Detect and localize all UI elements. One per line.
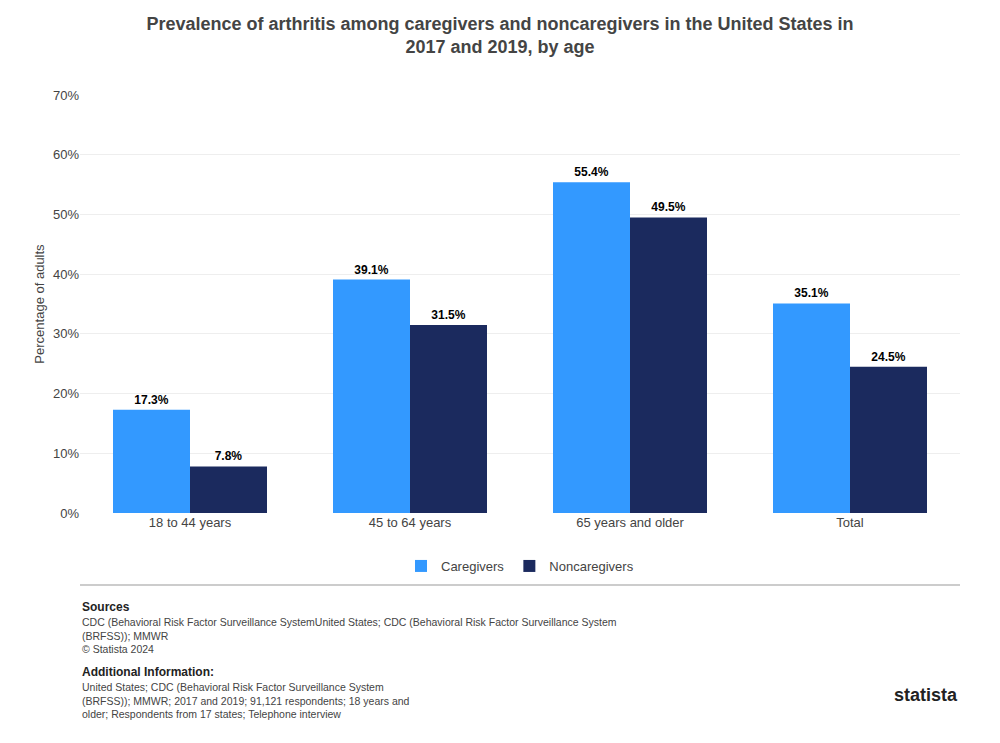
svg-text:50%: 50% <box>53 207 79 222</box>
svg-text:7.8%: 7.8% <box>215 449 243 463</box>
svg-text:39.1%: 39.1% <box>354 263 388 277</box>
svg-text:Sources: Sources <box>82 600 130 614</box>
svg-text:30%: 30% <box>53 326 79 341</box>
svg-text:Total: Total <box>836 515 864 530</box>
svg-text:Caregivers: Caregivers <box>441 559 504 574</box>
svg-text:35.1%: 35.1% <box>794 286 828 300</box>
svg-text:statista: statista <box>894 685 958 705</box>
svg-text:20%: 20% <box>53 386 79 401</box>
svg-text:17.3%: 17.3% <box>134 393 168 407</box>
svg-text:45 to 64 years: 45 to 64 years <box>369 515 452 530</box>
svg-text:65 years and older: 65 years and older <box>576 515 684 530</box>
svg-text:31.5%: 31.5% <box>431 308 465 322</box>
svg-text:CDC (Behavioral Risk Factor Su: CDC (Behavioral Risk Factor Surveillance… <box>82 616 617 655</box>
svg-text:18 to 44 years: 18 to 44 years <box>149 515 232 530</box>
svg-text:United States; CDC (Behavioral: United States; CDC (Behavioral Risk Fact… <box>82 681 410 720</box>
svg-text:55.4%: 55.4% <box>574 165 608 179</box>
svg-text:40%: 40% <box>53 267 79 282</box>
svg-text:49.5%: 49.5% <box>651 200 685 214</box>
svg-text:Percentage of adults: Percentage of adults <box>32 244 47 364</box>
svg-text:10%: 10% <box>53 446 79 461</box>
svg-text:Additional Information:: Additional Information: <box>82 665 214 679</box>
svg-text:24.5%: 24.5% <box>871 350 905 364</box>
svg-text:70%: 70% <box>53 88 79 103</box>
svg-text:0%: 0% <box>60 506 79 521</box>
svg-text:Prevalence of arthritis among: Prevalence of arthritis among caregivers… <box>146 14 853 57</box>
svg-text:Noncaregivers: Noncaregivers <box>549 559 633 574</box>
svg-text:60%: 60% <box>53 147 79 162</box>
